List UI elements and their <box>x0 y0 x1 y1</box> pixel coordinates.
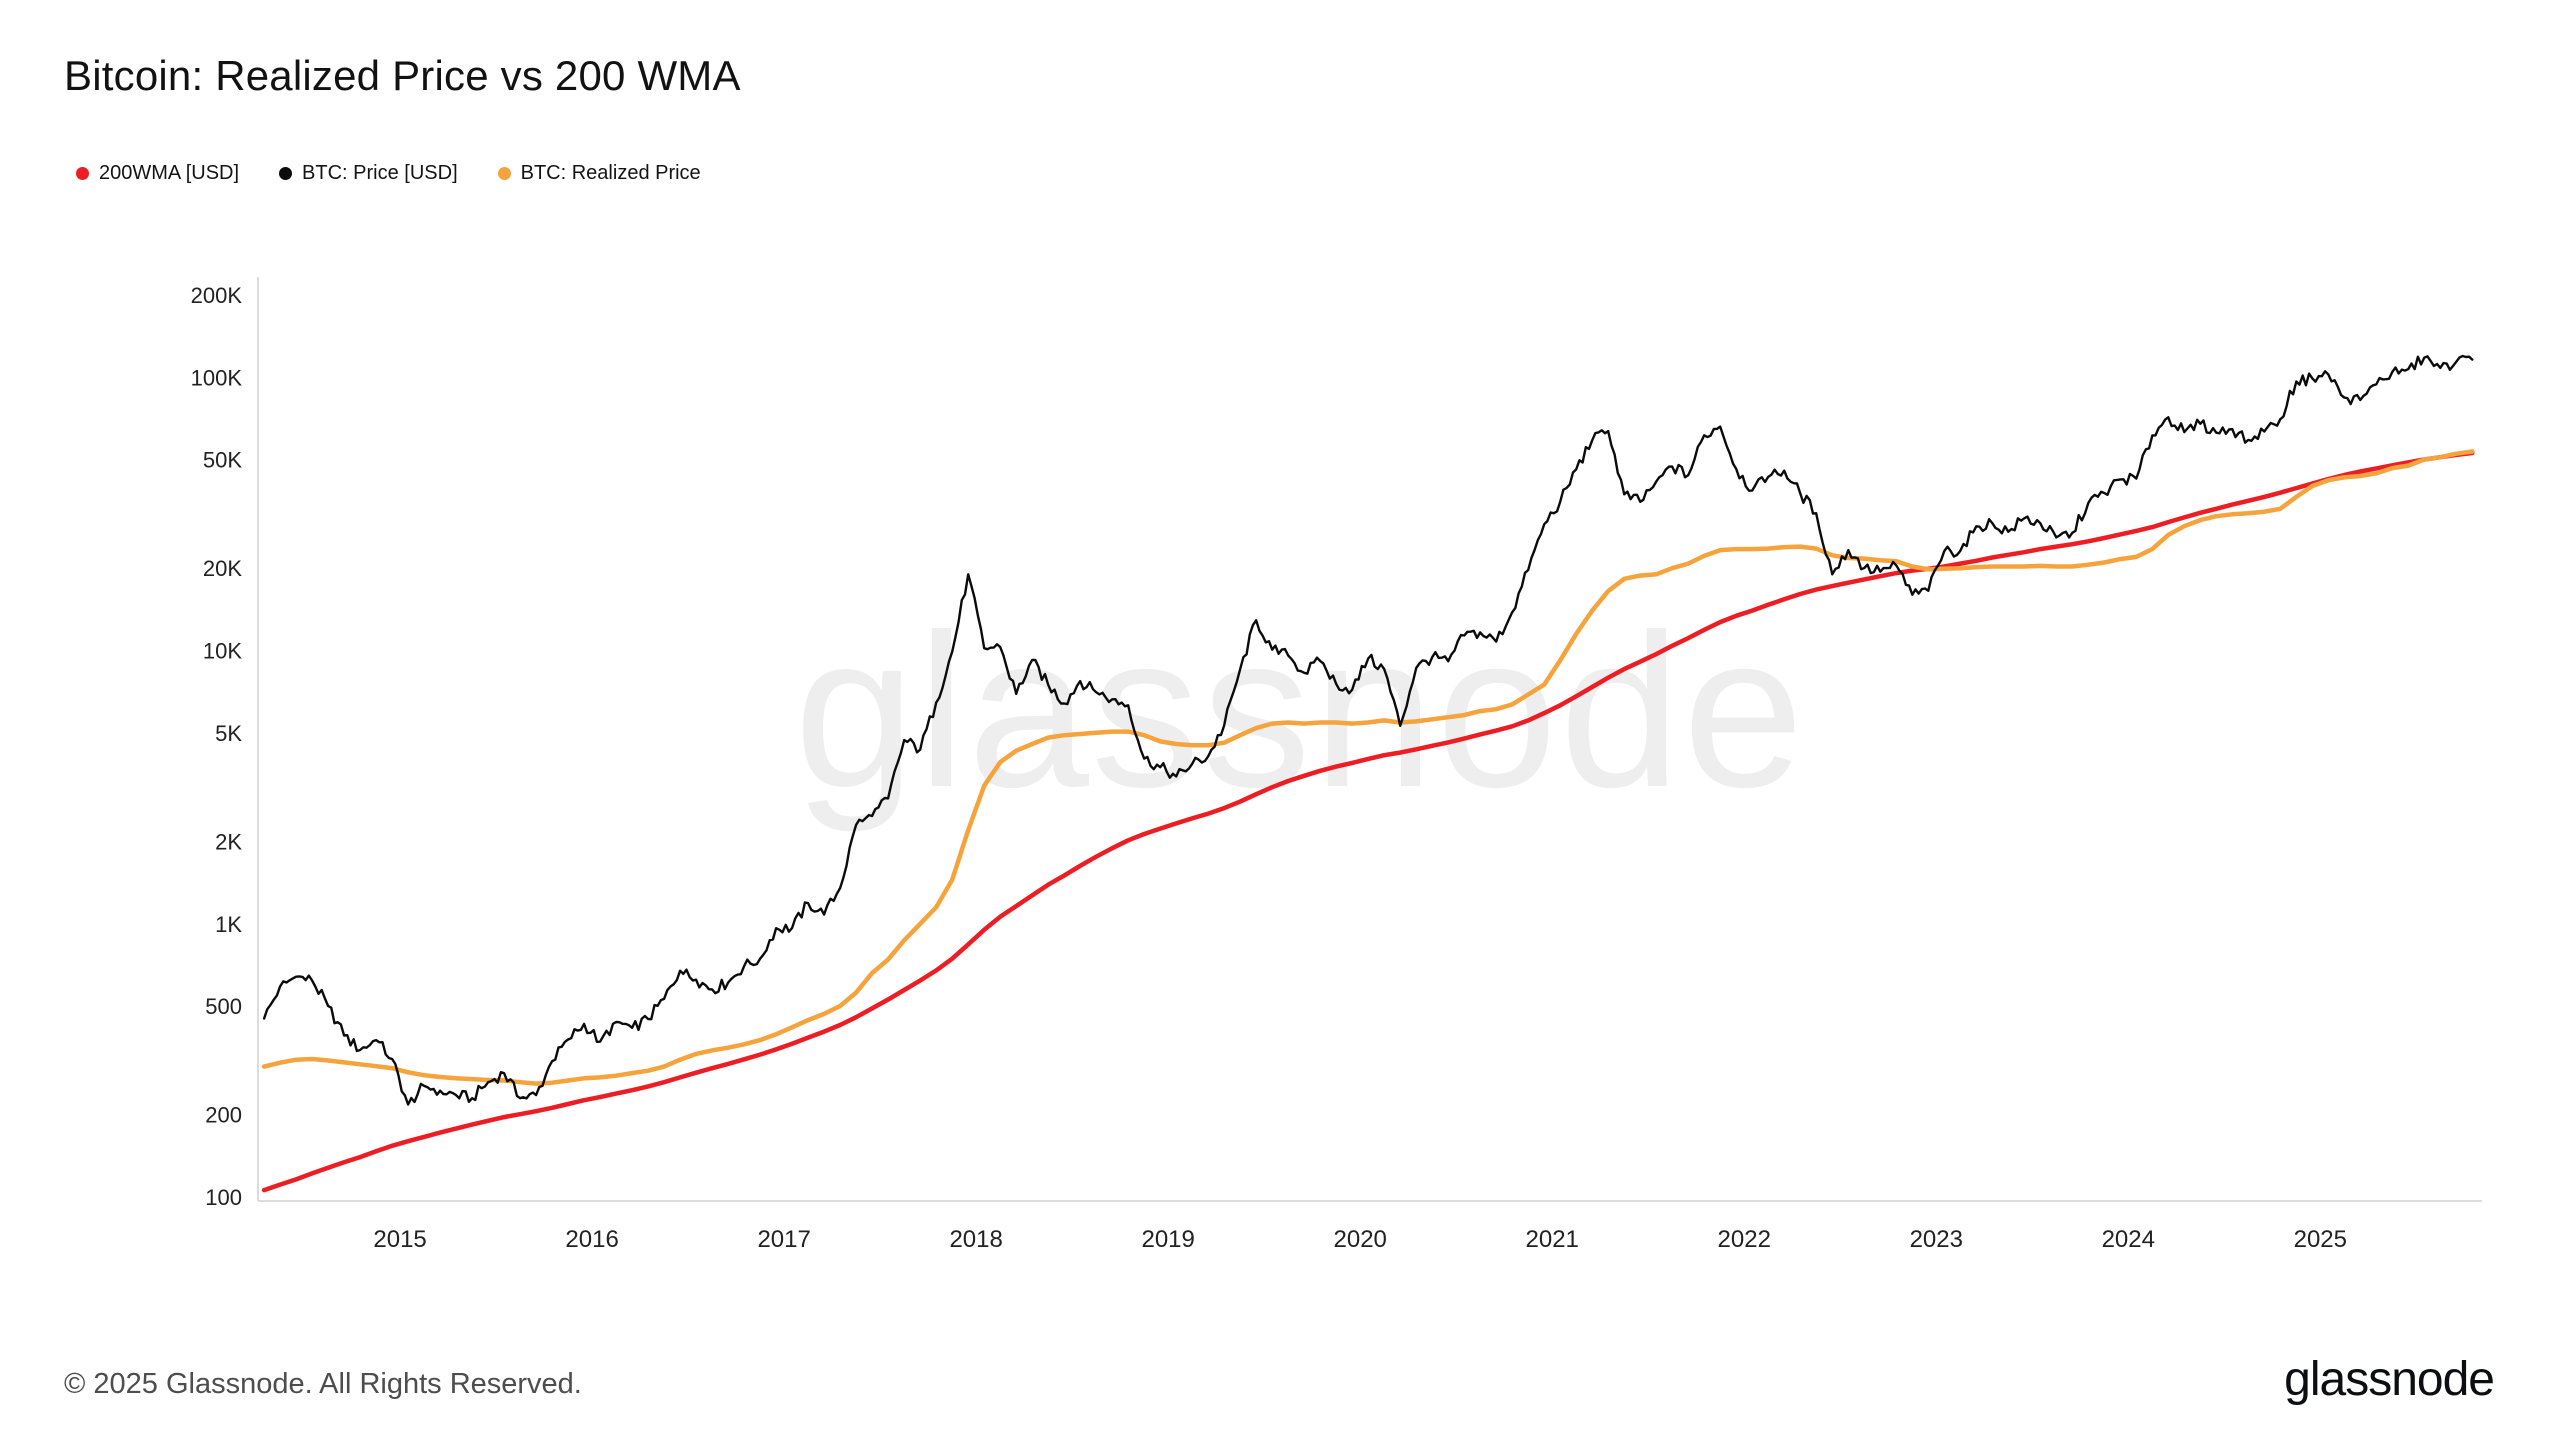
y-tick-label: 5K <box>215 721 242 746</box>
y-tick-label: 100K <box>191 365 243 390</box>
x-tick-label: 2022 <box>1718 1226 1771 1253</box>
x-tick-label: 2017 <box>757 1226 810 1253</box>
legend-dot-realized-price-icon <box>497 167 511 180</box>
x-tick-label: 2015 <box>373 1226 426 1253</box>
y-tick-label: 500 <box>205 994 242 1019</box>
y-tick-label: 200K <box>191 283 243 308</box>
x-tick-label: 2025 <box>2294 1226 2347 1253</box>
legend-dot-btc-price-icon <box>279 167 293 180</box>
x-tick-label: 2018 <box>949 1226 1002 1253</box>
series-line-btc-price-usd <box>262 354 2474 1106</box>
legend-label-200wma: 200WMA [USD] <box>99 162 240 184</box>
y-tick-label: 10K <box>203 639 242 664</box>
x-tick-label: 2019 <box>1141 1226 1194 1253</box>
x-tick-label: 2020 <box>1334 1226 1387 1253</box>
legend-label-btc-price: BTC: Price [USD] <box>302 162 458 184</box>
y-tick-label: 50K <box>203 448 242 473</box>
series-line-btc-realized-price <box>261 449 2475 1086</box>
legend-dot-200wma-icon <box>76 167 89 180</box>
chart-title: Bitcoin: Realized Price vs 200 WMA <box>64 52 741 99</box>
x-tick-label: 2016 <box>565 1226 618 1253</box>
legend-item-btc-price[interactable]: BTC: Price [USD] <box>279 162 458 185</box>
y-tick-label: 20K <box>203 556 242 581</box>
glassnode-logo[interactable]: glassnode <box>2284 1353 2495 1406</box>
y-tick-label: 1K <box>215 912 242 937</box>
copyright-text: © 2025 Glassnode. All Rights Reserved. <box>64 1368 582 1400</box>
x-tick-label: 2023 <box>1910 1226 1963 1253</box>
legend-item-realized-price[interactable]: BTC: Realized Price <box>497 162 701 185</box>
legend-label-realized-price: BTC: Realized Price <box>520 162 701 184</box>
y-tick-label: 100 <box>205 1185 242 1210</box>
y-tick-label: 200 <box>205 1103 242 1128</box>
chart-legend: 200WMA [USD] BTC: Price [USD] BTC: Reali… <box>76 162 701 185</box>
legend-item-200wma[interactable]: 200WMA [USD] <box>76 162 239 185</box>
series-line-200wma-usd <box>261 450 2475 1193</box>
x-tick-label: 2021 <box>1526 1226 1579 1253</box>
y-tick-label: 2K <box>215 829 242 854</box>
x-tick-label: 2024 <box>2102 1226 2155 1253</box>
